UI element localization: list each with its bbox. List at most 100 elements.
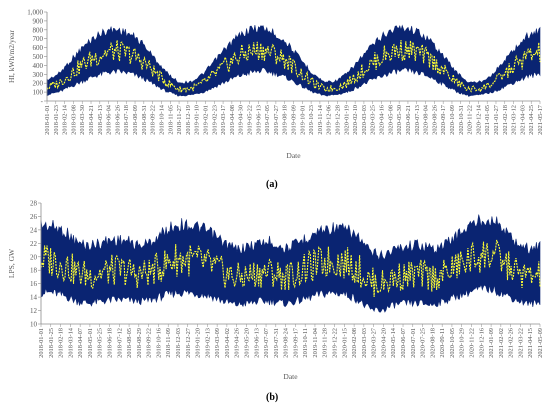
x-tick-label-a: 2018-08-31 [141,105,148,135]
x-tick-label-b: 2018-12-03 [175,328,182,358]
x-tick-label-a: 2019-12-06 [326,105,333,135]
x-tick-label-a: 2018-01-23 [53,105,60,135]
x-tick-label-b: 2018-08-29 [136,328,143,358]
x-tick-label-a: 2019-04-08 [229,105,236,135]
x-tick-label-b: 2021-05-09 [537,328,544,358]
x-tick-label-b: 2019-04-26 [234,328,241,358]
x-tick-label-a: 2020-09-17 [440,104,447,135]
x-tick-label-a: 2018-06-04 [106,104,113,135]
y-tick-label-a: - [41,98,44,106]
x-tick-label-b: 2019-04-02 [224,328,231,358]
x-tick-label-a: 2018-01-01 [44,105,51,135]
x-tick-label-b: 2021-02-02 [498,328,505,358]
x-tick-label-b: 2020-10-29 [459,328,466,358]
x-tick-label-b: 2020-11-22 [469,328,476,358]
x-tick-label-a: 2019-02-01 [202,105,209,135]
x-tick-label-a: 2020-01-19 [343,105,350,135]
x-tick-label-a: 2018-08-09 [132,105,139,135]
x-tick-label-b: 2019-09-17 [292,327,299,358]
x-tick-label-a: 2018-11-05 [167,105,174,135]
x-tick-label-a: 2018-10-14 [158,104,165,135]
x-tick-label-b: 2020-03-27 [371,327,378,358]
y-axis-title-b: LPS, GW [7,248,16,278]
x-tick-label-a: 2020-05-08 [387,105,394,135]
x-tick-label-a: 2020-08-26 [431,105,438,135]
x-tick-label-b: 2018-09-22 [146,328,153,358]
x-tick-label-a: 2018-12-19 [185,105,192,135]
x-tick-label-a: 2019-12-28 [335,105,342,135]
x-tick-label-a: 2021-04-25 [528,105,535,135]
x-tick-label-a: 2020-10-09 [449,105,456,135]
y-tick-label-a: 300 [33,71,44,79]
x-tick-label-b: 2020-03-03 [361,328,368,358]
x-tick-label-a: 2018-02-14 [62,104,69,135]
x-tick-label-a: 2020-02-10 [352,105,359,135]
x-tick-label-b: 2020-04-20 [380,328,387,358]
x-tick-label-b: 2020-12-16 [478,328,485,358]
x-tick-label-a: 2018-05-13 [97,105,104,135]
series-min-line-a [46,40,541,95]
x-tick-label-a: 2019-03-17 [220,104,227,135]
x-tick-label-a: 2021-01-05 [484,105,491,135]
x-tick-label-a: 2020-03-25 [370,105,377,135]
x-tick-label-a: 2019-02-23 [211,105,218,135]
x-tick-label-b: 2019-11-28 [322,328,329,358]
y-tick-label-a: 500 [33,53,44,61]
x-tick-label-b: 2018-01-25 [48,328,55,358]
x-tick-label-b: 2019-08-24 [283,327,290,358]
y-tick-label-a: 900 [33,17,44,25]
x-tick-label-b: 2018-01-01 [38,328,45,358]
y-tick-label-b: 26 [30,213,38,221]
x-axis-title-b: Date [283,372,298,381]
x-tick-label-b: 2019-06-13 [253,328,260,358]
x-tick-label-a: 2019-10-23 [308,105,315,135]
y-tick-label-b: 18 [30,267,38,275]
y-tick-label-a: 700 [33,35,44,43]
x-tick-label-a: 2019-08-18 [282,105,289,135]
x-tick-label-a: 2019-06-13 [255,105,262,135]
x-tick-label-b: 2019-11-04 [312,327,319,357]
x-tick-label-b: 2019-10-11 [302,328,309,358]
x-tick-label-b: 2019-12-22 [332,328,339,358]
x-tick-label-a: 2021-05-17 [537,104,544,135]
x-tick-label-a: 2020-03-03 [361,105,368,135]
x-tick-label-b: 2018-04-07 [77,327,84,358]
x-tick-label-a: 2021-03-12 [511,105,518,135]
x-tick-label-a: 2021-01-27 [493,104,500,135]
x-tick-label-b: 2018-02-18 [58,328,65,358]
x-tick-label-b: 2018-12-27 [185,327,192,358]
x-tick-label-a: 2020-04-16 [379,105,386,135]
x-tick-label-b: 2018-07-12 [116,328,123,358]
caption-b: (b) [266,392,279,403]
x-tick-label-a: 2019-09-09 [291,105,298,135]
caption-a: (a) [266,179,278,190]
y-tick-label-a: 100 [33,89,44,97]
y-tick-label-a: 200 [33,80,44,88]
x-tick-label-b: 2021-04-15 [527,328,534,358]
x-tick-label-b: 2020-07-25 [420,328,427,358]
x-tick-label-a: 2018-06-26 [114,105,121,135]
y-tick-label-b: 12 [30,307,38,315]
x-tick-label-b: 2019-03-09 [214,328,221,358]
y-tick-label-a: 400 [33,62,44,70]
x-tick-label-b: 2018-06-18 [106,328,113,358]
x-tick-label-a: 2020-10-31 [458,105,465,135]
x-tick-label-a: 2021-04-03 [519,105,526,135]
x-tick-label-a: 2018-07-18 [123,105,130,135]
x-tick-label-b: 2020-05-14 [390,327,397,358]
x-tick-label-a: 2018-03-30 [79,105,86,135]
x-tick-label-a: 2019-11-14 [317,104,324,134]
x-tick-label-a: 2018-09-22 [150,105,157,135]
x-tick-label-a: 2021-02-18 [502,105,509,135]
x-tick-label-b: 2020-09-11 [439,328,446,358]
x-tick-label-b: 2019-01-20 [195,328,202,358]
y-tick-label-b: 28 [30,200,38,208]
x-tick-label-b: 2021-01-09 [488,328,495,358]
x-tick-label-b: 2018-11-09 [165,328,172,358]
x-tick-label-b: 2020-08-18 [429,328,436,358]
y-axis-title-a: HI, kWh/m2/year [7,30,16,83]
x-tick-label-a: 2020-07-13 [414,105,421,135]
x-tick-label-b: 2021-02-26 [508,328,515,358]
